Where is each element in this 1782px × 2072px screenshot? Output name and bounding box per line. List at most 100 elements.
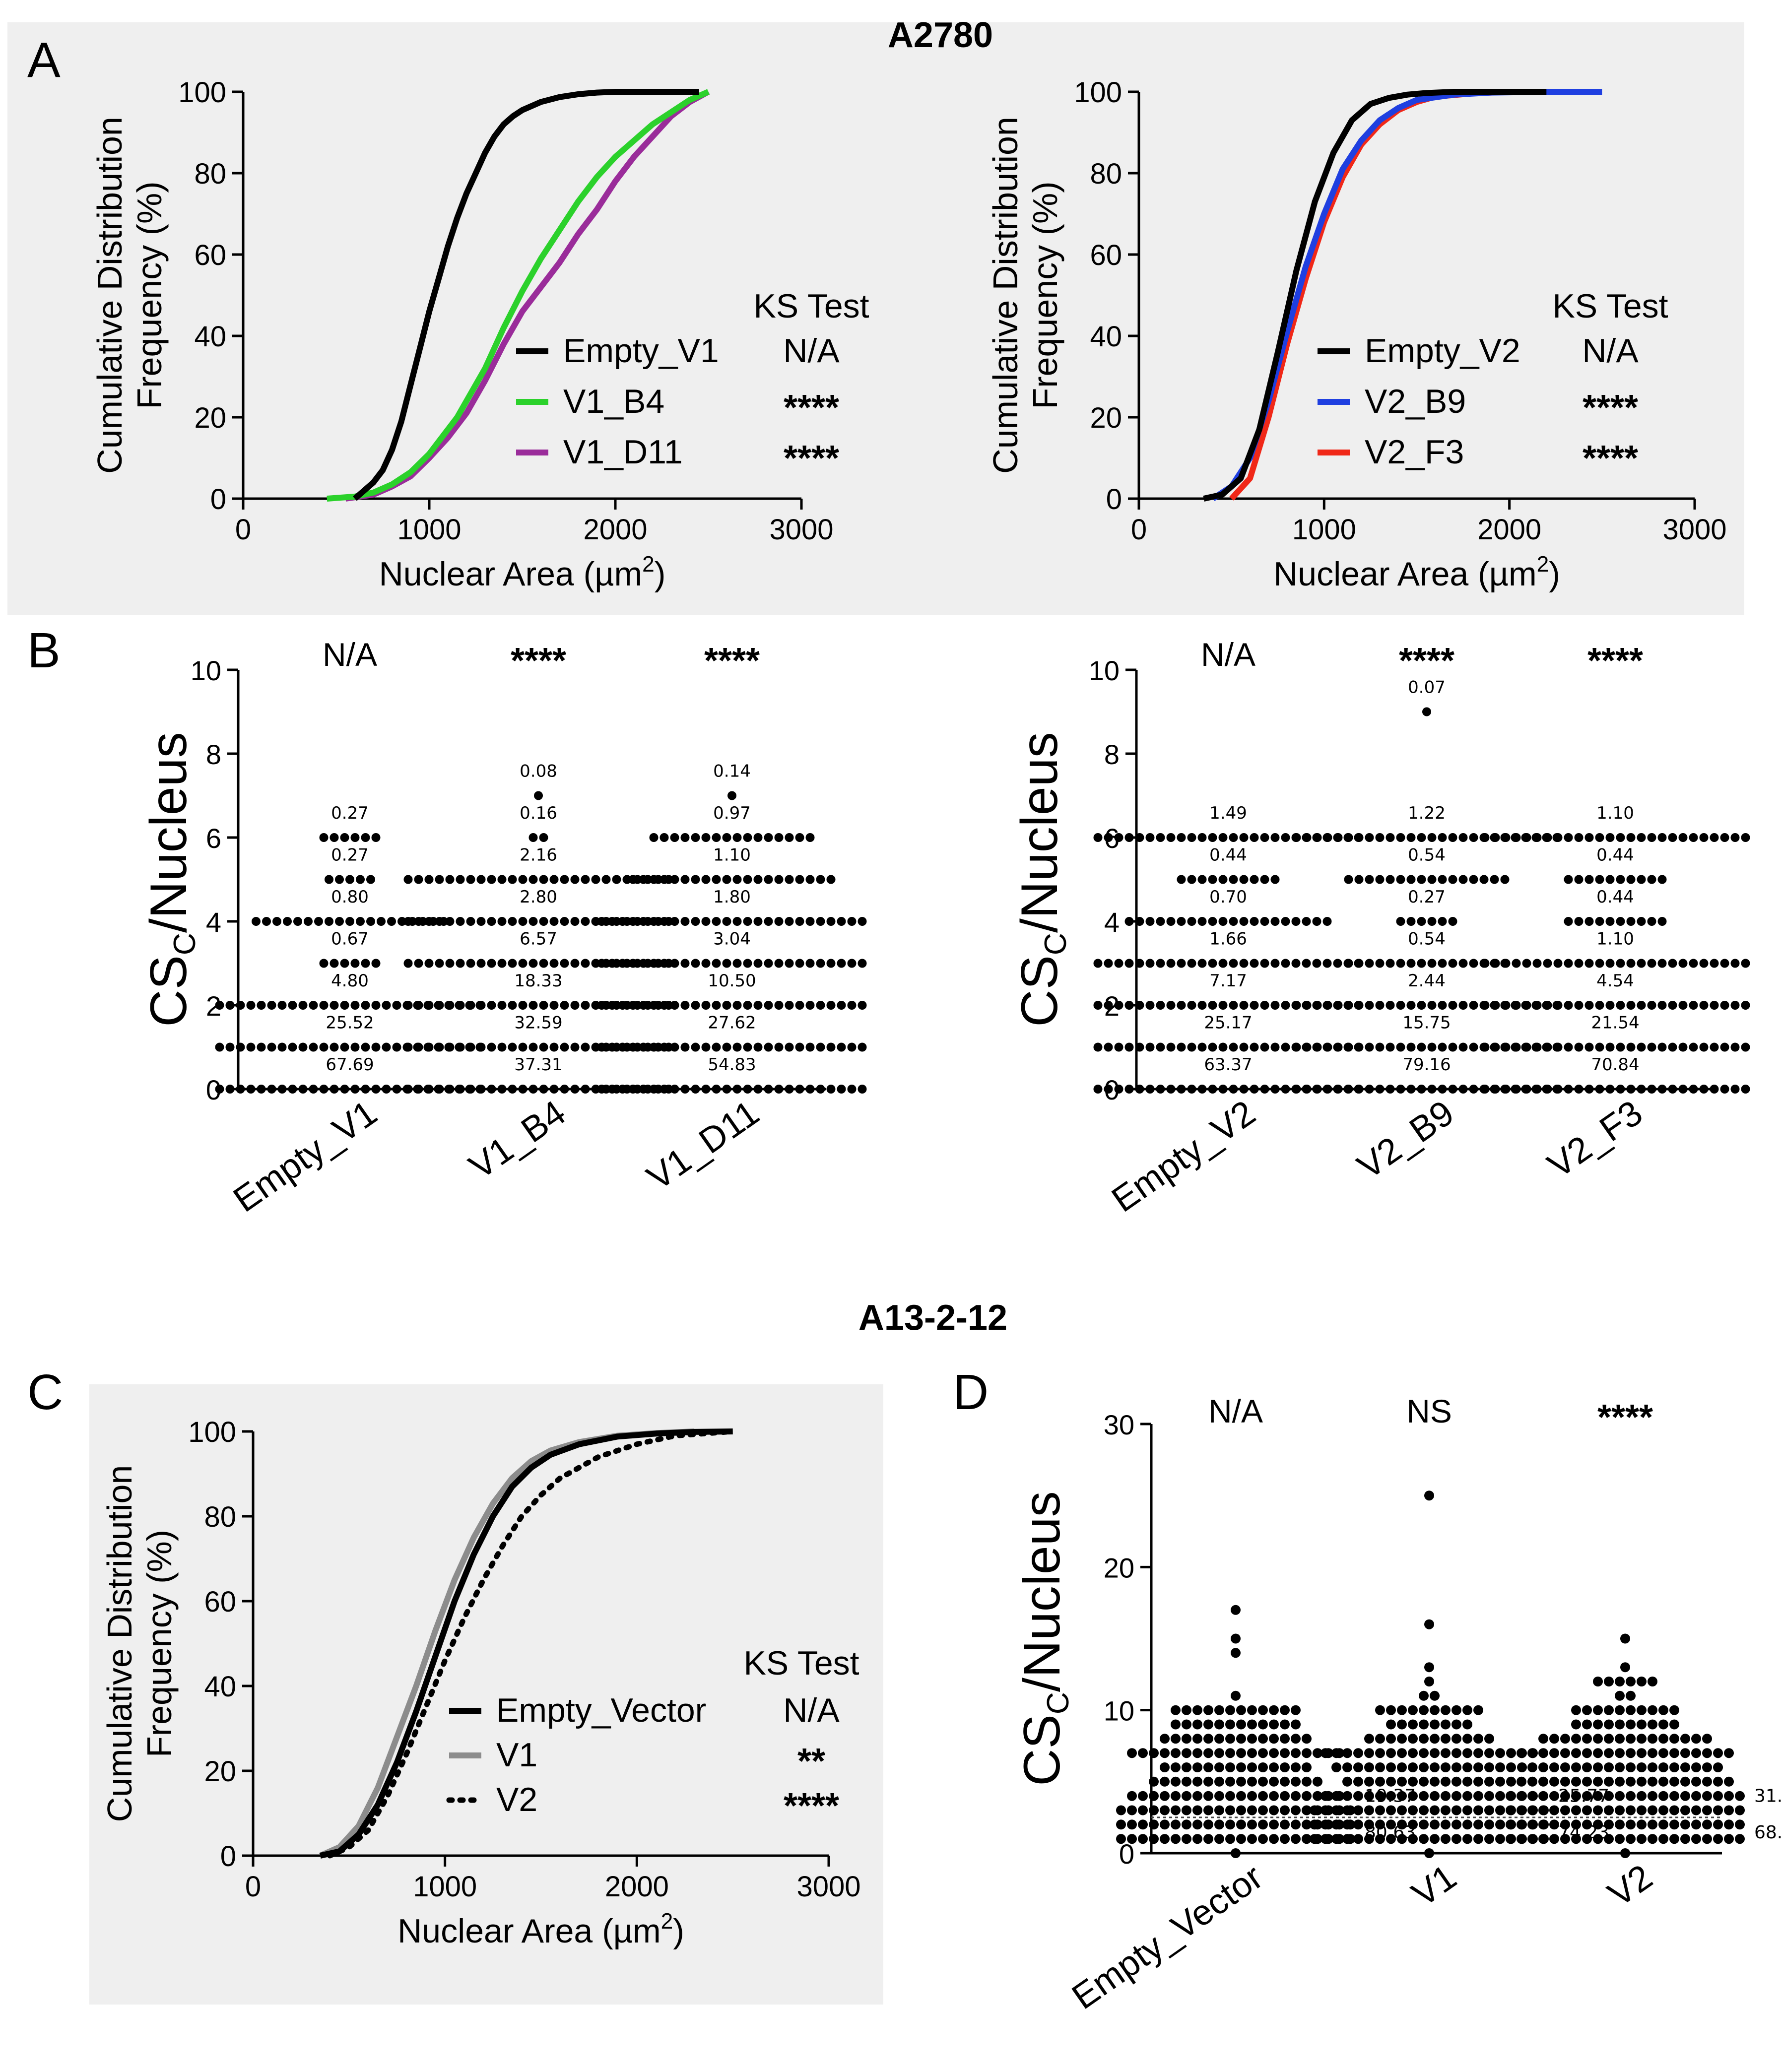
dot-v1-b4 xyxy=(424,1042,434,1052)
dot-empty-vector xyxy=(1138,1834,1148,1844)
dot-v1 xyxy=(1331,1791,1341,1801)
dot-empty-v1 xyxy=(361,1001,370,1010)
dot-v1-b4 xyxy=(508,917,517,926)
dot-v1-d11 xyxy=(837,1085,846,1094)
dot-v2-f3 xyxy=(1720,833,1729,842)
legend-label: Empty_V2 xyxy=(1365,332,1520,370)
dot-empty-v2 xyxy=(1187,1042,1196,1052)
dot-v2-b9 xyxy=(1427,1001,1437,1010)
dot-v1 xyxy=(1364,1819,1374,1830)
dot-empty-v2 xyxy=(1145,917,1155,926)
dot-empty-vector xyxy=(1171,1834,1181,1844)
dot-v1-d11 xyxy=(785,1042,794,1052)
dot-v2-b9 xyxy=(1458,959,1468,968)
dot-v2 xyxy=(1615,1834,1625,1844)
dot-v1-d11 xyxy=(670,1001,679,1010)
dot-v2-b9 xyxy=(1344,833,1353,842)
dot-empty-vector xyxy=(1291,1705,1301,1715)
chart-d: 0102030CSC/NucleusN/AEmpty_Vector19.3780… xyxy=(1013,1393,1782,2017)
dot-v1-b4 xyxy=(539,1085,548,1094)
dot-v2 xyxy=(1593,1762,1603,1772)
dot-empty-v2 xyxy=(1229,1042,1238,1052)
dot-v1 xyxy=(1473,1734,1483,1744)
dot-v2 xyxy=(1713,1748,1723,1758)
dot-v2 xyxy=(1615,1776,1625,1787)
x-tick-label: 0 xyxy=(235,514,251,546)
dot-v1 xyxy=(1397,1805,1407,1815)
dot-v1-d11 xyxy=(826,1085,836,1094)
dot-v2-f3 xyxy=(1720,959,1729,968)
dot-v1 xyxy=(1342,1748,1352,1758)
dot-v2-b9 xyxy=(1323,1085,1332,1094)
dot-v2-f3 xyxy=(1553,833,1563,842)
dot-v2-f3 xyxy=(1720,1085,1729,1094)
dot-v2-f3 xyxy=(1532,959,1542,968)
dot-empty-v2 xyxy=(1177,1085,1186,1094)
dot-v1-b4 xyxy=(403,917,413,926)
dot-empty-v1 xyxy=(319,1085,329,1094)
dot-v1-b4 xyxy=(528,875,538,884)
dot-v1-d11 xyxy=(764,917,773,926)
dot-v2-f3 xyxy=(1595,1042,1604,1052)
dot-empty-vector xyxy=(1247,1791,1257,1801)
dot-v2 xyxy=(1560,1791,1570,1801)
dot-v1 xyxy=(1430,1690,1440,1701)
dot-v1-d11 xyxy=(701,1042,711,1052)
dot-v2-b9 xyxy=(1365,875,1374,884)
dot-empty-v2 xyxy=(1104,1042,1113,1052)
dot-v2-b9 xyxy=(1354,875,1364,884)
percent-label: 0.14 xyxy=(713,762,751,781)
dot-v2 xyxy=(1702,1791,1712,1801)
dot-v2 xyxy=(1669,1762,1679,1772)
dot-v2 xyxy=(1713,1762,1723,1772)
dot-v1-d11 xyxy=(743,917,752,926)
dot-empty-vector xyxy=(1231,1848,1241,1858)
dot-v2-f3 xyxy=(1564,1042,1573,1052)
dot-v2-f3 xyxy=(1532,1085,1542,1094)
dot-v2 xyxy=(1637,1762,1647,1772)
percent-above-label: 31.56 xyxy=(1754,1786,1782,1807)
dot-v1-d11 xyxy=(701,875,711,884)
dot-v2-b9 xyxy=(1448,959,1457,968)
dot-v1-d11 xyxy=(670,917,679,926)
x-tick-label: 3000 xyxy=(796,1871,860,1903)
dot-empty-v1 xyxy=(309,1001,318,1010)
dot-v1 xyxy=(1441,1719,1451,1730)
dot-empty-vector xyxy=(1192,1791,1202,1801)
dot-v2-f3 xyxy=(1491,1001,1500,1010)
dot-v1-b4 xyxy=(612,875,621,884)
dot-v2 xyxy=(1626,1819,1636,1830)
dot-empty-v2 xyxy=(1156,917,1165,926)
dot-v2 xyxy=(1626,1776,1636,1787)
dot-empty-vector xyxy=(1258,1734,1268,1744)
dot-empty-v2 xyxy=(1093,833,1103,842)
dot-v2 xyxy=(1538,1805,1548,1815)
dot-empty-v2 xyxy=(1229,959,1238,968)
dot-v1-d11 xyxy=(826,875,836,884)
dot-empty-vector xyxy=(1225,1776,1235,1787)
dot-v1-d11 xyxy=(607,917,617,926)
dot-v1 xyxy=(1462,1705,1472,1715)
significance-label: **** xyxy=(1597,1398,1653,1437)
dot-v1-d11 xyxy=(701,1085,711,1094)
dot-v1-d11 xyxy=(680,875,690,884)
dot-empty-v1 xyxy=(283,917,292,926)
dot-v2-f3 xyxy=(1678,1042,1688,1052)
dot-empty-vector xyxy=(1269,1748,1279,1758)
dot-v1 xyxy=(1452,1834,1461,1844)
dot-empty-vector xyxy=(1280,1748,1290,1758)
dot-v2-f3 xyxy=(1710,959,1719,968)
dot-v1-b4 xyxy=(487,1001,496,1010)
dot-v2 xyxy=(1669,1834,1679,1844)
dot-v2 xyxy=(1648,1719,1657,1730)
dot-v2-f3 xyxy=(1491,1042,1500,1052)
dot-v2 xyxy=(1549,1776,1559,1787)
dot-empty-v2 xyxy=(1187,1001,1196,1010)
dot-v2 xyxy=(1620,1848,1630,1858)
dot-empty-vector xyxy=(1127,1819,1137,1830)
dot-empty-v2 xyxy=(1166,1085,1176,1094)
dot-empty-v2 xyxy=(1333,959,1342,968)
dot-empty-vector xyxy=(1225,1805,1235,1815)
dot-v1-b4 xyxy=(456,959,465,968)
